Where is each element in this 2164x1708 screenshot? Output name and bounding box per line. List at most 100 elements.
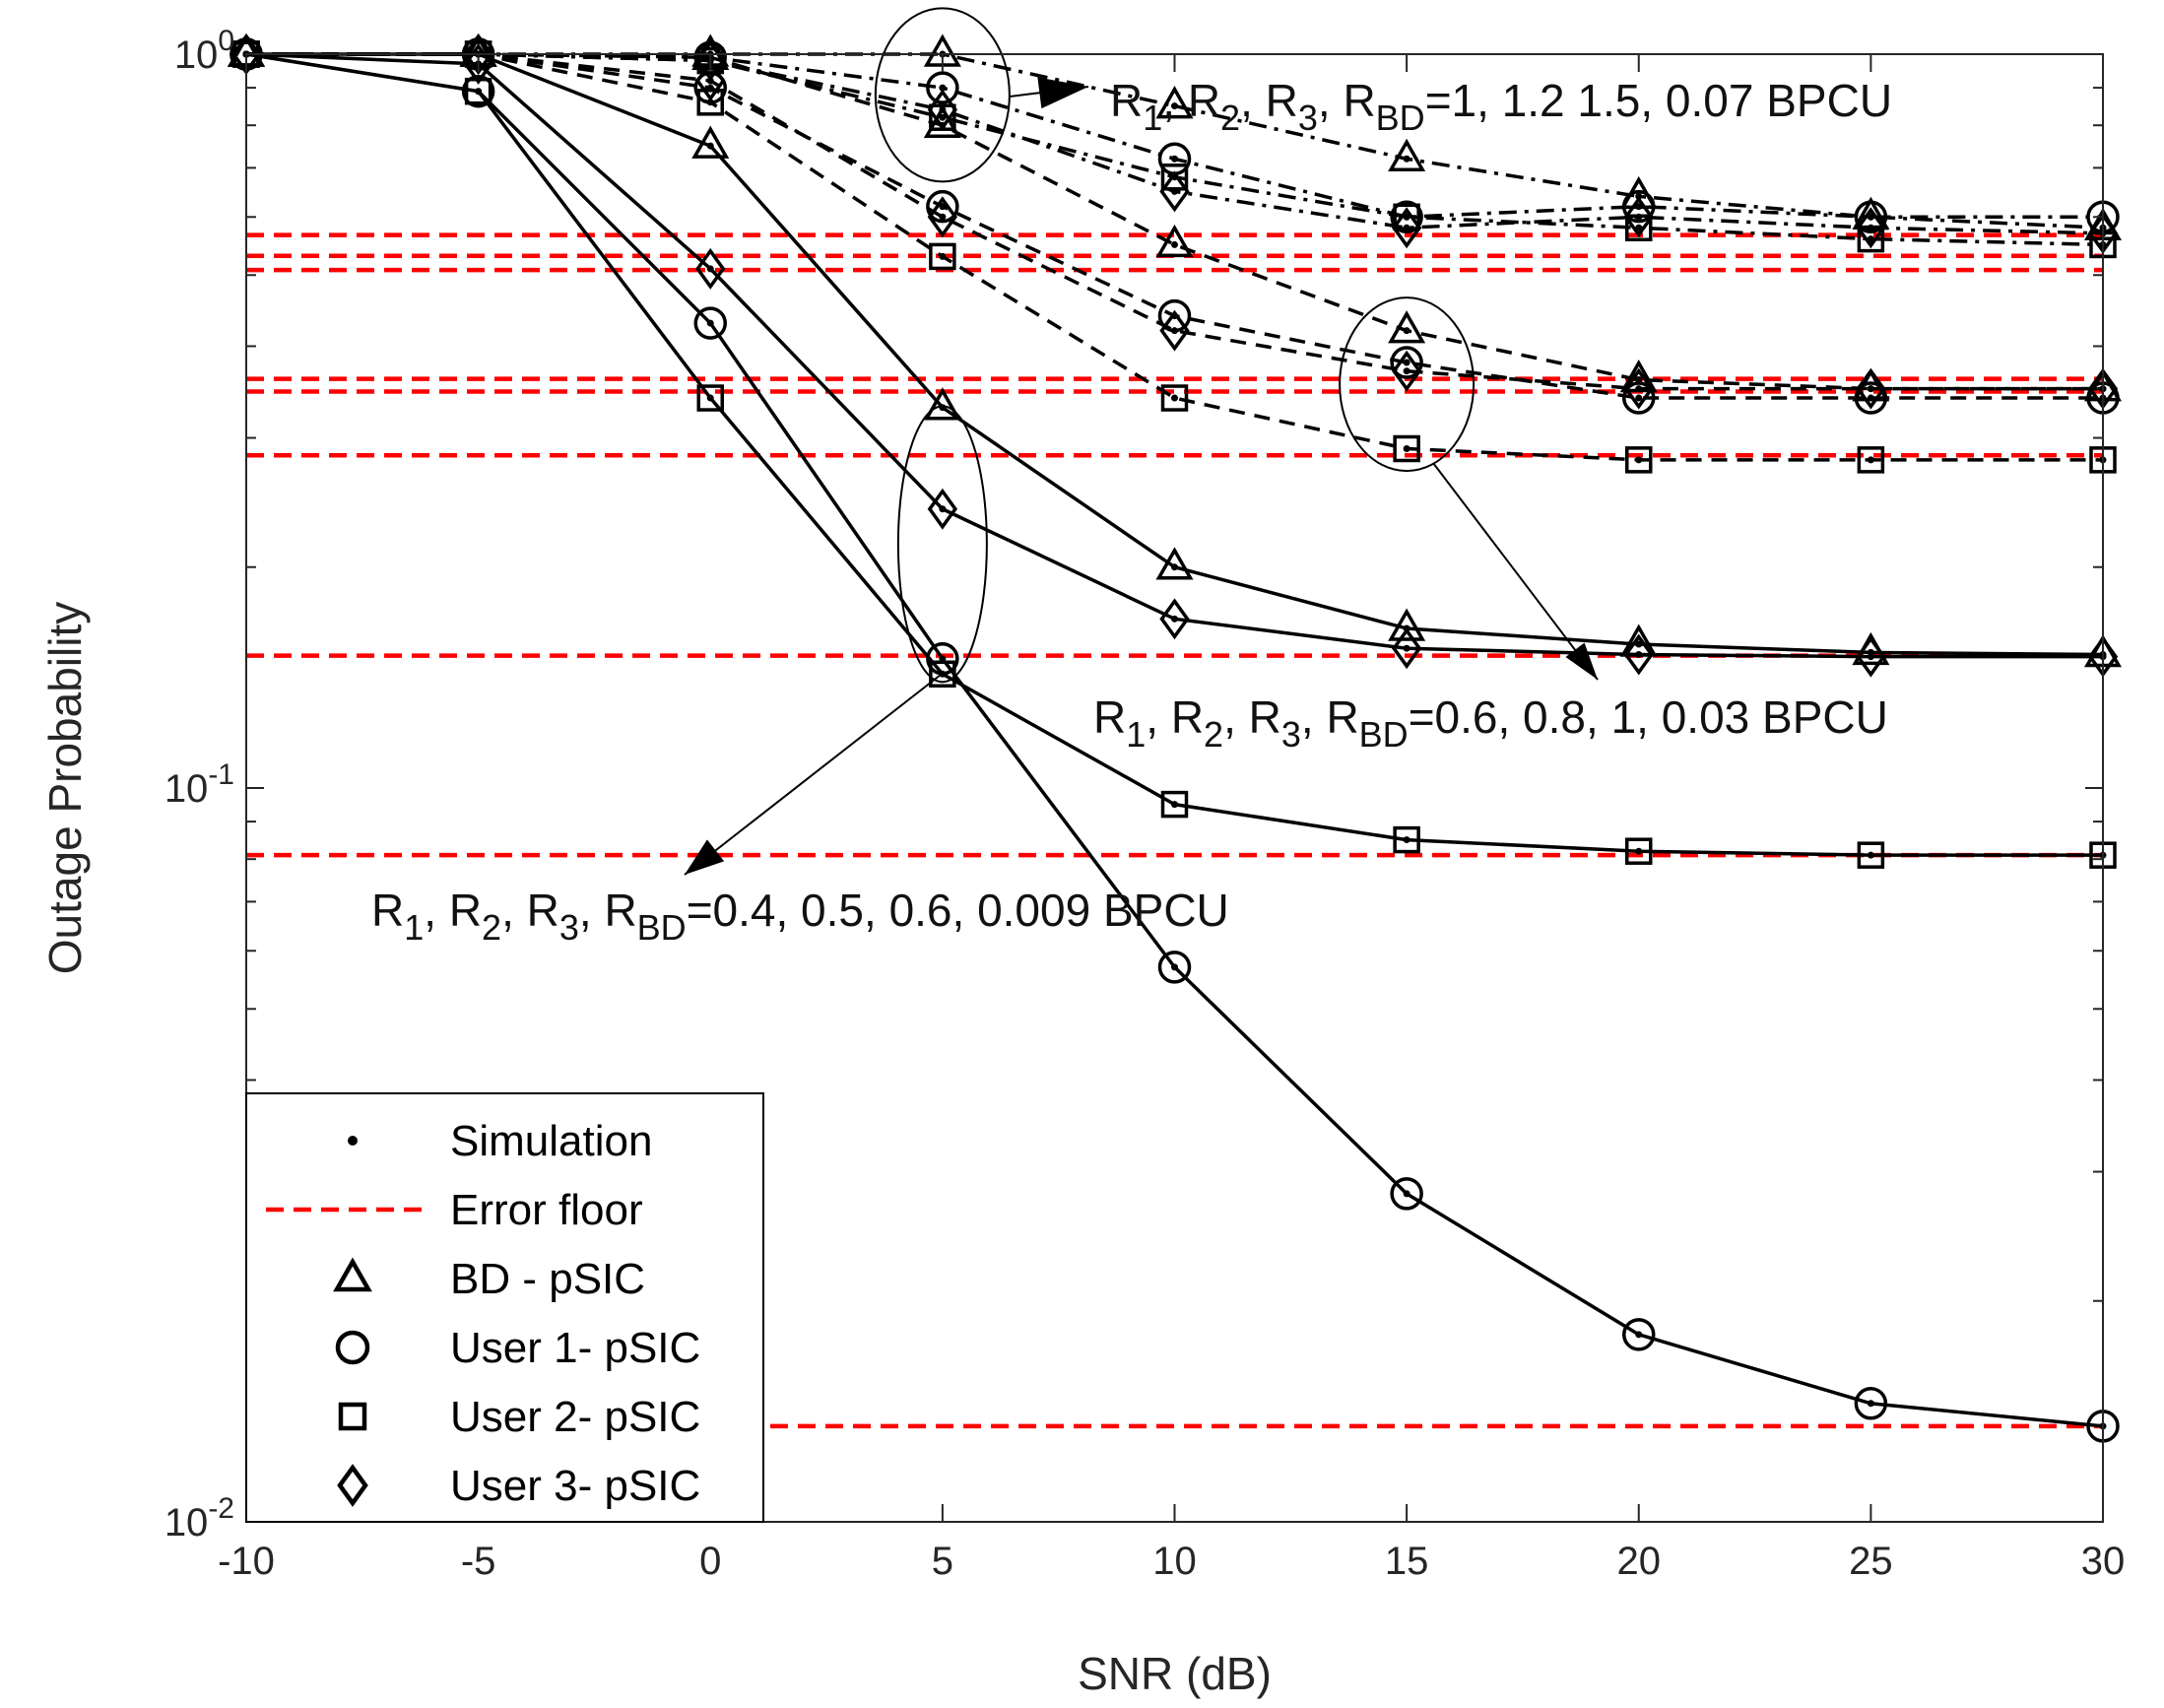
data-point-diamond xyxy=(1391,350,1422,392)
annotation-text: , R xyxy=(1240,75,1298,126)
annotation-subscript: 1 xyxy=(404,907,424,948)
simulation-point xyxy=(1867,224,1874,231)
x-tick-label: 15 xyxy=(1385,1540,1429,1583)
simulation-point xyxy=(939,84,947,92)
simulation-point xyxy=(939,404,947,412)
annotation-subscript: 3 xyxy=(1298,98,1318,138)
simulation-point xyxy=(1403,155,1410,163)
legend-label: Simulation xyxy=(450,1117,652,1165)
legend-entry: User 2- pSIC xyxy=(338,1393,700,1441)
data-point-triangle xyxy=(923,104,961,138)
annotation-text: , R xyxy=(1318,75,1376,126)
data-point-circle xyxy=(1854,381,1888,415)
annotation-text: , R xyxy=(1223,691,1281,743)
annotation-arrow-line xyxy=(1432,462,1599,681)
annotation-text: , R xyxy=(1162,75,1220,126)
data-point-circle xyxy=(693,306,727,340)
data-point-diamond xyxy=(1623,633,1654,676)
data-point-triangle xyxy=(1155,547,1194,580)
annotation-text: , R xyxy=(579,885,637,936)
simulation-point xyxy=(1403,836,1410,844)
annotation-subscript: BD xyxy=(1359,714,1409,755)
data-point-diamond xyxy=(1391,627,1422,670)
simulation-point xyxy=(1635,1331,1643,1339)
annotation-text: =0.6, 0.8, 1, 0.03 BPCU xyxy=(1409,691,1888,743)
x-axis-title: SNR (dB) xyxy=(1078,1648,1272,1699)
simulation-point xyxy=(1635,376,1643,384)
data-point-square xyxy=(1160,790,1189,819)
simulation-point xyxy=(1635,203,1643,211)
data-point-circle xyxy=(1854,1387,1888,1420)
legend-box xyxy=(245,1092,764,1523)
data-point-diamond xyxy=(1856,367,1886,410)
annotation-text: , R xyxy=(424,885,482,936)
simulation-point xyxy=(1171,963,1178,971)
annotation-subscript: 2 xyxy=(1204,714,1223,755)
annotation-label: R1, R2, R3, RBD=0.6, 0.8, 1, 0.03 BPCU xyxy=(1093,691,1888,755)
data-point-square xyxy=(1857,446,1885,474)
series-layer xyxy=(227,33,2123,1443)
legend: Simulation Error floor BD - pSIC User 1- pS… xyxy=(245,1092,764,1523)
legend-label: Error floor xyxy=(450,1186,643,1234)
annotation-subscript: 1 xyxy=(1126,714,1146,755)
simulation-point xyxy=(706,394,714,402)
series-diamond-solid xyxy=(230,33,2119,678)
legend-circle-icon xyxy=(335,1330,370,1365)
data-point-triangle xyxy=(1155,224,1194,258)
y-tick-exponent: -1 xyxy=(208,758,234,791)
simulation-point xyxy=(1171,615,1178,623)
annotation-label: R1, R2, R3, RBD=0.4, 0.5, 0.6, 0.009 BPC… xyxy=(371,885,1229,948)
x-tick-label: 30 xyxy=(2081,1540,2126,1583)
simulation-point xyxy=(1403,367,1410,375)
annotation-text: =0.4, 0.5, 0.6, 0.009 BPCU xyxy=(687,885,1229,936)
x-tick-label: 20 xyxy=(1617,1540,1662,1583)
legend-entry: Error floor xyxy=(266,1186,643,1234)
annotation-text: , R xyxy=(1146,691,1204,743)
simulation-point xyxy=(1635,847,1643,855)
annotation-subscript: BD xyxy=(1376,98,1425,138)
data-point-circle xyxy=(1390,200,1423,234)
data-point-circle xyxy=(461,74,495,108)
data-point-circle xyxy=(1622,381,1656,415)
simulation-point xyxy=(1403,1190,1410,1198)
simulation-point xyxy=(1403,445,1410,453)
simulation-point xyxy=(706,99,714,106)
simulation-point xyxy=(939,505,947,513)
data-point-circle xyxy=(1157,951,1192,984)
simulation-point xyxy=(1867,456,1874,464)
data-point-triangle xyxy=(691,125,730,159)
x-tick-label: -10 xyxy=(218,1540,275,1583)
simulation-point xyxy=(1867,385,1874,393)
y-tick-base: 10 xyxy=(164,1501,209,1544)
simulation-point xyxy=(475,88,483,96)
y-axis-title: Outage Probability xyxy=(39,602,91,974)
legend-label: User 1- pSIC xyxy=(450,1324,700,1372)
data-point-diamond xyxy=(695,59,726,101)
simulation-point xyxy=(1171,187,1178,195)
data-point-diamond xyxy=(695,247,726,290)
annotation-ellipse xyxy=(874,7,1011,183)
simulation-point xyxy=(1171,394,1178,402)
legend-entry: BD - pSIC xyxy=(333,1255,645,1303)
annotation-arrow-line xyxy=(684,674,942,876)
simulation-point xyxy=(1635,394,1643,402)
annotation-subscript: BD xyxy=(637,907,687,948)
legend-entry: Simulation xyxy=(348,1117,652,1165)
data-point-circle xyxy=(1390,346,1423,379)
annotation-arrowhead xyxy=(1037,77,1088,109)
legend-entry: User 3- pSIC xyxy=(337,1462,700,1510)
simulation-point xyxy=(1171,102,1178,110)
series-line xyxy=(246,52,2103,391)
annotation-subscript: 2 xyxy=(482,907,501,948)
data-point-diamond xyxy=(1159,309,1190,352)
data-point-triangle xyxy=(923,387,961,421)
series-line xyxy=(246,52,2103,391)
series-diamond-dashed xyxy=(230,33,2119,410)
legend-entry: User 1- pSIC xyxy=(335,1324,700,1372)
data-point-diamond xyxy=(927,196,958,238)
simulation-point xyxy=(1867,1400,1874,1408)
simulation-point xyxy=(1171,240,1178,248)
simulation-point xyxy=(706,319,714,327)
